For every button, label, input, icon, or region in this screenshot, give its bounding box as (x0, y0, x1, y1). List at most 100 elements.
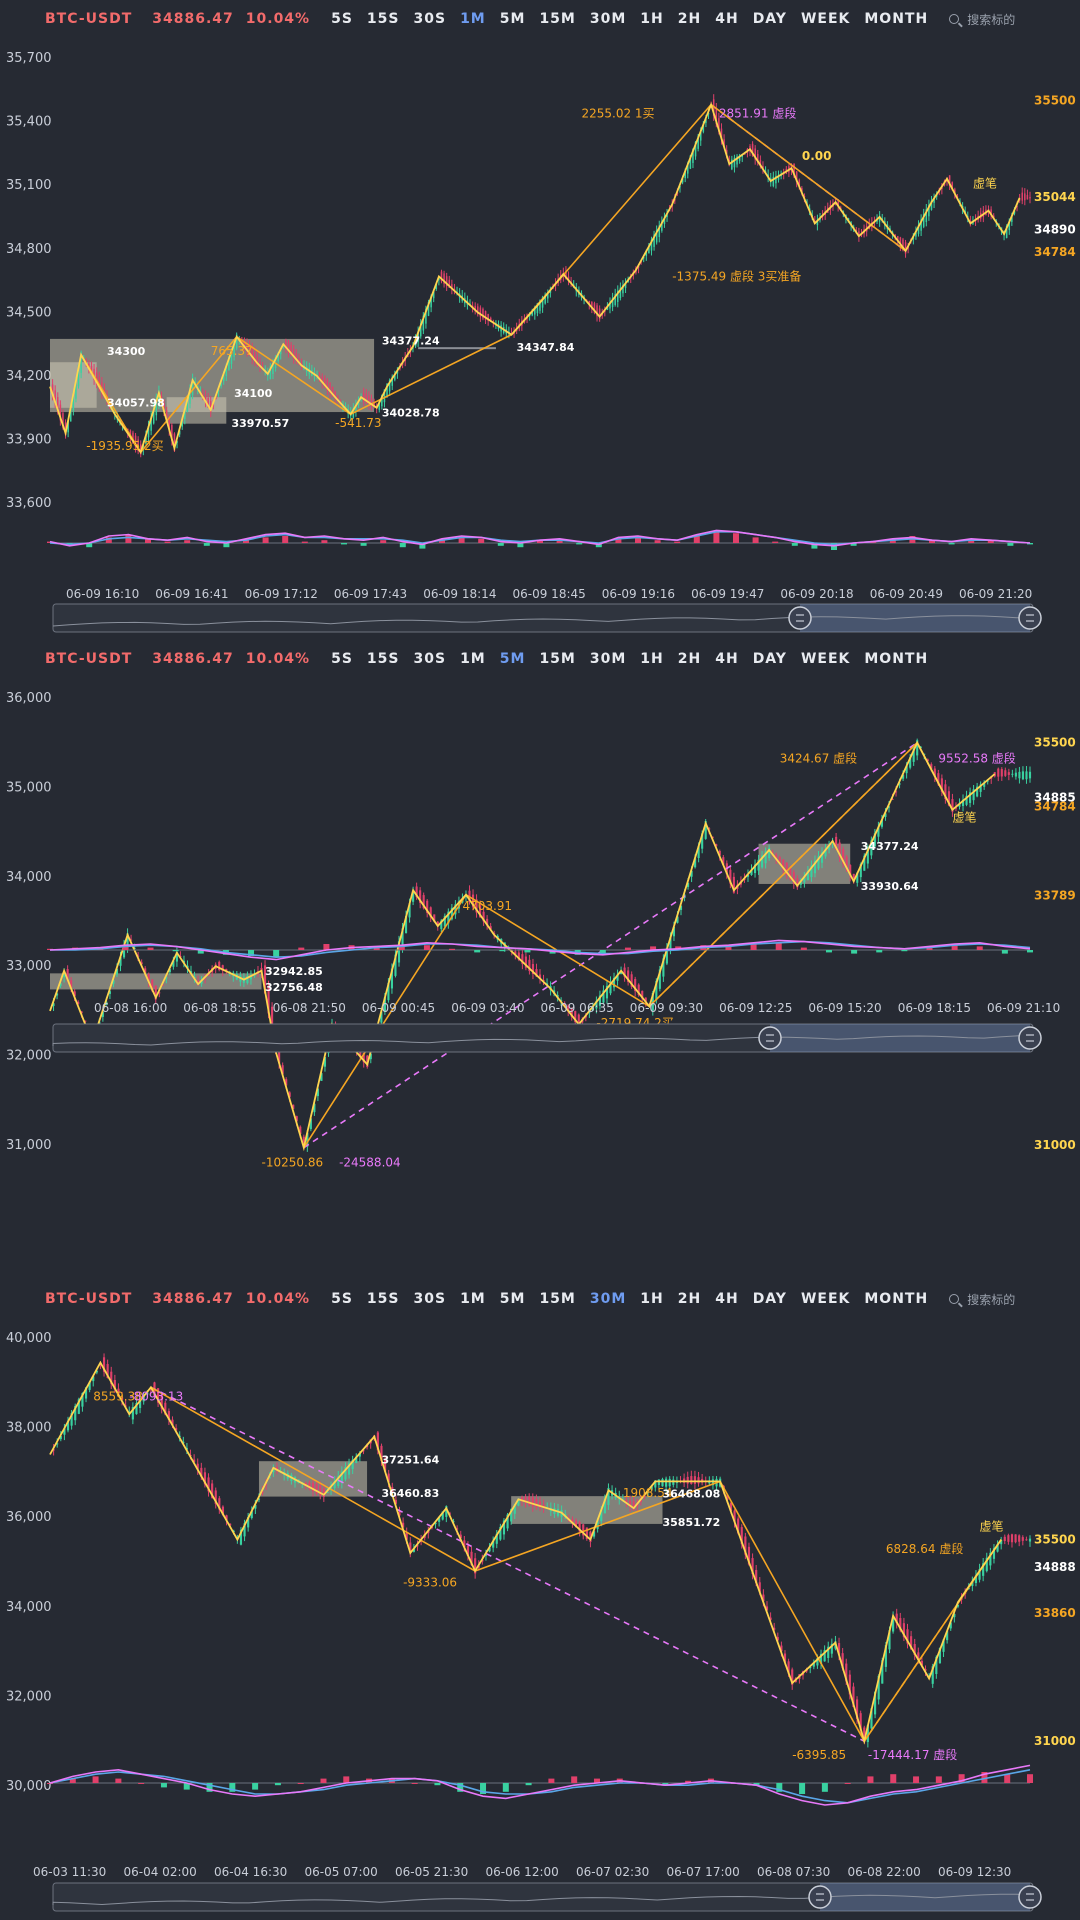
tab-5s[interactable]: 5S (331, 1291, 353, 1307)
tab-day[interactable]: DAY (752, 11, 787, 27)
candle-body (951, 799, 954, 812)
x-tick-label: 06-04 02:00 (124, 1865, 197, 1879)
navigator-handle[interactable] (758, 1026, 782, 1050)
tab-5m[interactable]: 5M (499, 11, 526, 27)
macd-histogram-bar (752, 537, 759, 543)
macd-histogram-bar (624, 947, 631, 950)
navigator-handle[interactable] (1018, 1885, 1042, 1909)
candle-body (59, 983, 62, 986)
tab-30s[interactable]: 30S (413, 11, 447, 27)
symbol-label[interactable]: BTC-USDT (45, 11, 133, 27)
tab-15s[interactable]: 15S (366, 11, 400, 27)
navigator-handle[interactable] (788, 606, 812, 630)
tab-day[interactable]: DAY (752, 651, 787, 667)
range-navigator[interactable] (52, 603, 1042, 633)
search-box[interactable]: 搜索标的 (949, 1291, 1015, 1308)
candle-body (668, 210, 671, 212)
symbol-label[interactable]: BTC-USDT (45, 1291, 133, 1307)
macd-histogram-bar (772, 541, 779, 543)
candle-body (324, 377, 326, 388)
tab-15m[interactable]: 15M (539, 1291, 576, 1307)
tab-15m[interactable]: 15M (539, 651, 576, 667)
tab-4h[interactable]: 4H (715, 11, 739, 27)
tab-month[interactable]: MONTH (864, 651, 929, 667)
tab-2h[interactable]: 2H (677, 651, 702, 667)
candle-body (828, 845, 831, 850)
candle-body (484, 1554, 488, 1556)
candle-body (225, 364, 228, 376)
candle-body (736, 156, 738, 165)
candle-body (751, 143, 754, 156)
navigator-handle[interactable] (808, 1885, 832, 1909)
candle-body (949, 1622, 952, 1629)
navigator-window[interactable] (800, 604, 1030, 632)
tab-30m[interactable]: 30M (589, 1291, 627, 1307)
tab-1h[interactable]: 1H (640, 11, 664, 27)
tab-month[interactable]: MONTH (864, 11, 929, 27)
candle-body (535, 1498, 538, 1508)
tab-1m[interactable]: 1M (460, 651, 486, 667)
tab-week[interactable]: WEEK (800, 651, 851, 667)
search-box[interactable]: 搜索标的 (949, 11, 1015, 28)
y-tick-label: 38,000 (6, 1421, 52, 1436)
candle-body (520, 1497, 524, 1502)
macd-histogram-bar (457, 1783, 464, 1792)
navigator-handle[interactable] (1018, 606, 1042, 630)
candle-body (447, 911, 450, 924)
tab-month[interactable]: MONTH (864, 1291, 929, 1307)
tab-4h[interactable]: 4H (715, 651, 739, 667)
tab-5s[interactable]: 5S (331, 11, 353, 27)
candle-body (329, 382, 331, 394)
tab-1h[interactable]: 1H (640, 651, 664, 667)
tab-15s[interactable]: 15S (366, 651, 400, 667)
candle-body (1011, 215, 1013, 222)
candle-body (263, 965, 267, 994)
tab-5m[interactable]: 5M (499, 1291, 526, 1307)
candle-body (412, 1549, 415, 1552)
tab-week[interactable]: WEEK (800, 1291, 851, 1307)
tab-4h[interactable]: 4H (715, 1291, 739, 1307)
kline-chart[interactable]: 36,000 35,000 34,000 33,000 32,000 31,000 3294… (0, 640, 1080, 1280)
macd-histogram-bar (449, 948, 456, 950)
candle-body (233, 341, 235, 357)
candle-body (913, 1644, 916, 1655)
candle-body (606, 306, 609, 310)
candle-body (799, 881, 802, 885)
tab-1m[interactable]: 1M (460, 11, 486, 27)
tab-30s[interactable]: 30S (413, 1291, 447, 1307)
tab-30s[interactable]: 30S (413, 651, 447, 667)
candle-body (105, 1001, 108, 1005)
range-navigator[interactable] (52, 1023, 1042, 1053)
tab-15m[interactable]: 15M (539, 11, 576, 27)
candle-body (220, 381, 222, 387)
tab-1m[interactable]: 1M (460, 1291, 486, 1307)
tab-2h[interactable]: 2H (677, 11, 702, 27)
tab-30m[interactable]: 30M (589, 11, 627, 27)
tab-5m[interactable]: 5M (499, 651, 526, 667)
macd-histogram-bar (439, 540, 445, 543)
tab-15s[interactable]: 15S (366, 1291, 400, 1307)
candle-body (866, 847, 869, 864)
tab-30m[interactable]: 30M (589, 651, 627, 667)
range-navigator[interactable] (52, 1882, 1042, 1912)
candle-body (946, 1631, 949, 1641)
kline-chart[interactable]: 40,000 38,000 36,000 34,000 32,000 30,000 8559… (0, 1280, 1080, 1920)
tab-5s[interactable]: 5S (331, 651, 353, 667)
navigator-handle[interactable] (1018, 1026, 1042, 1050)
candle-body (654, 1480, 657, 1488)
candle-body (66, 969, 69, 981)
candle-body (616, 974, 619, 981)
candle-body (171, 1419, 174, 1426)
symbol-label[interactable]: BTC-USDT (45, 651, 133, 667)
tab-2h[interactable]: 2H (677, 1291, 702, 1307)
chart-annotation: 2851.91 虚段 (719, 105, 796, 120)
chart-annotation: 9552.58 虚段 (938, 750, 1015, 765)
tab-week[interactable]: WEEK (800, 11, 851, 27)
macd-histogram-bar (799, 1783, 806, 1794)
candle-body (855, 1699, 859, 1719)
candle-body (859, 864, 862, 878)
kline-chart[interactable]: 35,700 35,400 35,100 34,800 34,500 34,200 33,9… (0, 0, 1080, 640)
tab-day[interactable]: DAY (752, 1291, 787, 1307)
candle-body (51, 384, 54, 396)
tab-1h[interactable]: 1H (640, 1291, 664, 1307)
